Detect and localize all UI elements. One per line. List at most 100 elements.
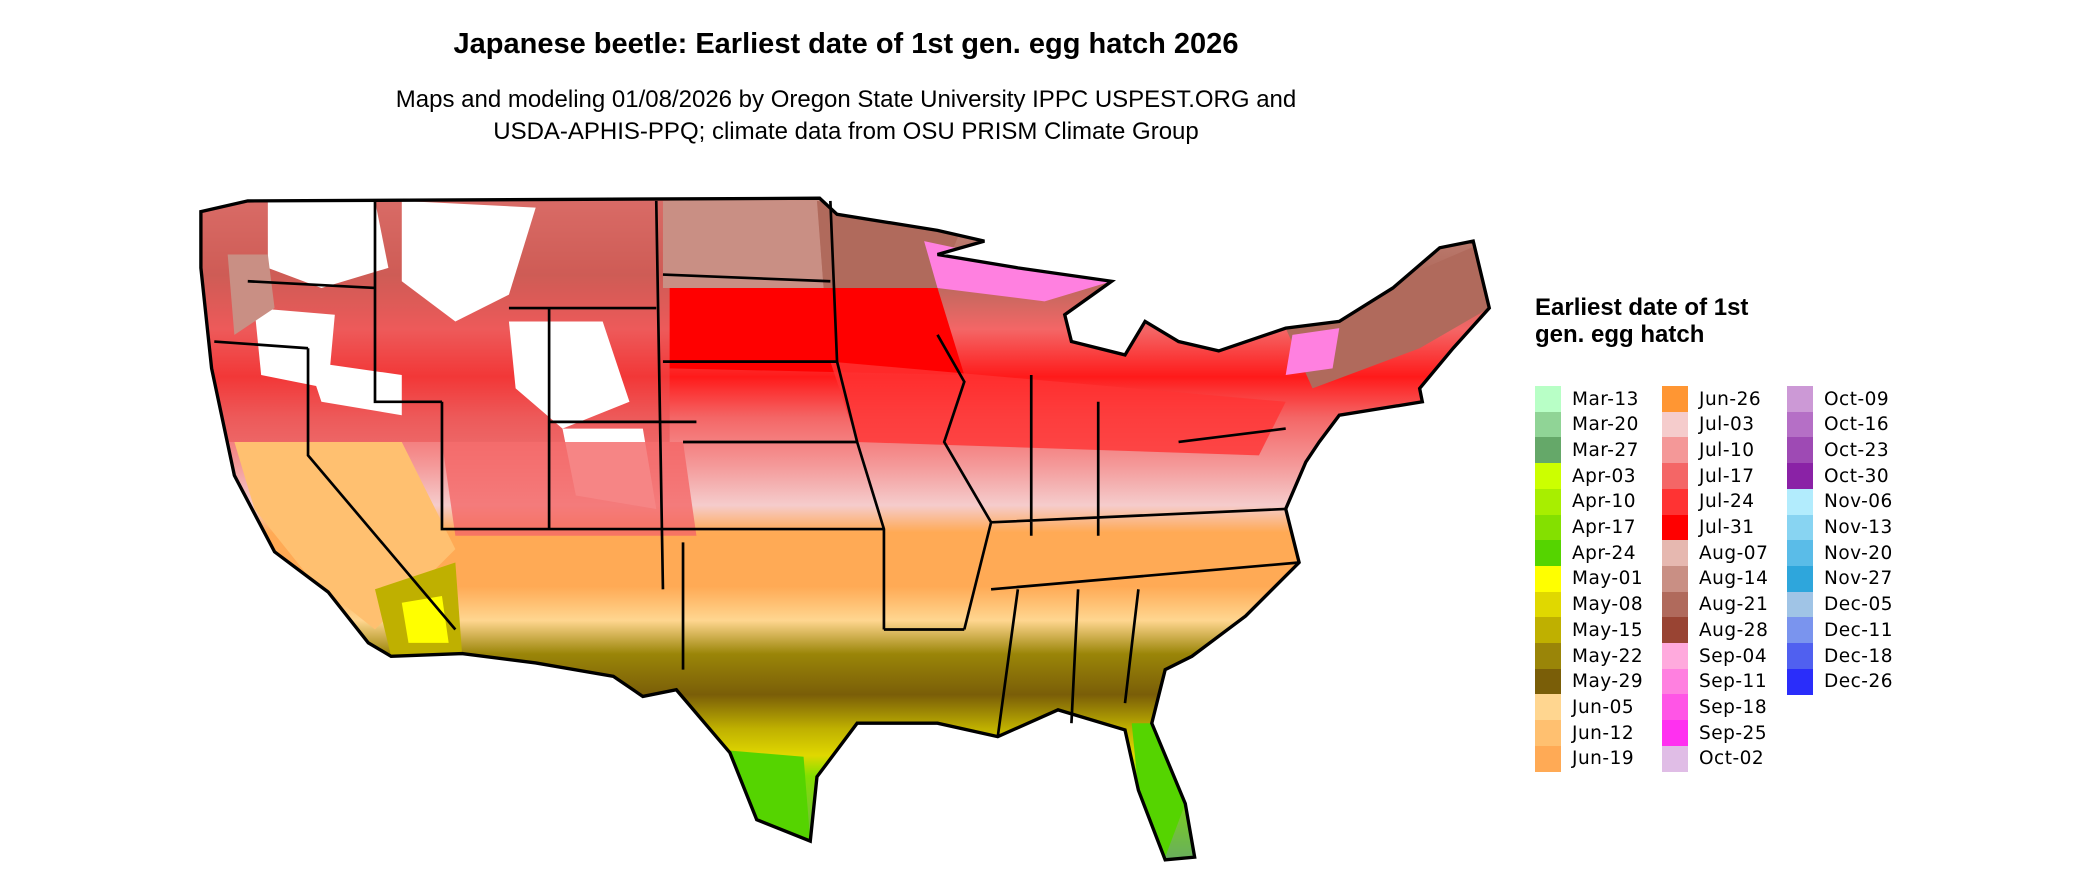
- legend-label: Mar-20: [1572, 414, 1639, 436]
- legend-label: Sep-25: [1699, 722, 1768, 744]
- state-borders: [214, 200, 1300, 737]
- legend-item: Mar-27: [1535, 437, 1639, 464]
- legend-swatch: [1662, 591, 1688, 618]
- legend-label: Jun-12: [1572, 722, 1635, 744]
- legend-item: Oct-09: [1787, 386, 1889, 412]
- legend-swatch: [1535, 720, 1561, 747]
- legend-swatch: [1662, 617, 1688, 644]
- legend-item: Nov-20: [1787, 540, 1893, 567]
- legend-swatch: [1662, 386, 1688, 412]
- legend-label: Jul-03: [1699, 414, 1755, 436]
- legend-item: May-01: [1535, 565, 1643, 592]
- legend-item: Jul-17: [1662, 463, 1755, 490]
- legend-label: Oct-09: [1824, 388, 1890, 410]
- legend-label: Oct-16: [1824, 414, 1890, 436]
- legend-label: Oct-30: [1824, 465, 1890, 487]
- legend-item: Sep-25: [1662, 720, 1768, 747]
- legend-swatch: [1787, 488, 1813, 515]
- legend-swatch: [1662, 643, 1688, 669]
- legend-item: May-29: [1535, 668, 1644, 695]
- legend-item: Dec-11: [1787, 617, 1893, 644]
- legend-item: May-08: [1535, 591, 1644, 618]
- legend-swatch: [1535, 617, 1561, 644]
- legend-swatch: [1535, 437, 1561, 464]
- legend-swatch: [1787, 463, 1813, 490]
- legend-swatch: [1787, 437, 1813, 464]
- legend-swatch: [1662, 463, 1688, 490]
- legend-item: Dec-05: [1787, 591, 1894, 618]
- legend-item: Nov-27: [1787, 565, 1893, 592]
- legend-swatch: [1787, 411, 1813, 438]
- legend-item: Sep-11: [1662, 668, 1768, 695]
- legend-label: Mar-13: [1572, 388, 1639, 410]
- legend-label: May-22: [1572, 645, 1644, 667]
- legend-label: Nov-20: [1824, 542, 1893, 564]
- legend-swatch: [1787, 514, 1813, 541]
- legend-label: Jul-17: [1699, 465, 1755, 487]
- legend-label: Apr-03: [1572, 465, 1637, 487]
- legend-item: Aug-21: [1662, 591, 1769, 618]
- legend-swatch: [1535, 411, 1561, 438]
- legend-swatch: [1787, 386, 1813, 412]
- legend-item: Dec-18: [1787, 643, 1893, 669]
- legend-label: Jul-24: [1699, 491, 1755, 513]
- legend-item: Jun-05: [1535, 694, 1635, 721]
- legend-item: May-15: [1535, 617, 1643, 644]
- legend-swatch: [1662, 720, 1688, 747]
- legend-label: Jun-26: [1699, 388, 1762, 410]
- legend-label: Aug-14: [1699, 568, 1769, 590]
- legend-swatch: [1535, 668, 1561, 695]
- legend-label: Nov-06: [1824, 491, 1893, 513]
- legend-label: Aug-07: [1699, 542, 1769, 564]
- legend-swatch: [1535, 386, 1561, 412]
- legend-swatch: [1662, 437, 1688, 464]
- legend-label: Dec-18: [1824, 645, 1894, 667]
- legend-item: Mar-13: [1535, 386, 1639, 412]
- legend-swatch: [1535, 643, 1561, 669]
- legend-item: Jun-12: [1535, 720, 1635, 747]
- legend-label: Jul-10: [1699, 439, 1755, 461]
- legend-swatch: [1662, 565, 1688, 592]
- legend-swatch: [1662, 668, 1688, 695]
- legend-label: Mar-27: [1572, 439, 1639, 461]
- legend-item: Aug-28: [1662, 617, 1769, 644]
- legend-swatch: [1787, 565, 1813, 592]
- legend-swatch: [1535, 540, 1561, 567]
- legend-label: Apr-17: [1572, 517, 1637, 538]
- legend-swatch: [1787, 617, 1813, 644]
- legend-label: Jun-19: [1572, 748, 1635, 770]
- legend-title: Earliest date of 1st gen. egg hatch: [1535, 294, 1749, 348]
- legend-item: Dec-26: [1787, 668, 1893, 695]
- legend-label: Sep-11: [1699, 671, 1768, 693]
- legend-label: May-08: [1572, 594, 1644, 616]
- legend-label: Oct-02: [1699, 748, 1765, 770]
- legend-label: Dec-05: [1824, 594, 1894, 616]
- legend-swatch: [1662, 488, 1688, 515]
- legend-item: Sep-04: [1662, 643, 1767, 669]
- legend-swatch: [1662, 540, 1688, 567]
- legend-label: Sep-04: [1699, 645, 1768, 667]
- legend-swatch: [1662, 745, 1688, 772]
- legend-swatch: [1535, 565, 1561, 592]
- legend-item: Jul-10: [1662, 437, 1755, 464]
- legend-item: Mar-20: [1535, 411, 1639, 438]
- legend-item: Oct-16: [1787, 411, 1890, 438]
- legend-item: Oct-30: [1787, 463, 1890, 490]
- legend-label: May-29: [1572, 671, 1644, 693]
- legend-label: Oct-23: [1824, 439, 1890, 461]
- legend-item: Sep-18: [1662, 694, 1767, 721]
- legend-item: Jun-26: [1662, 386, 1761, 412]
- legend-swatch: [1787, 540, 1813, 567]
- legend-item: May-22: [1535, 643, 1643, 669]
- legend-label: Aug-28: [1699, 619, 1769, 641]
- legend-swatch: [1787, 643, 1813, 669]
- legend-item: Jun-19: [1535, 745, 1635, 772]
- legend-label: Aug-21: [1699, 594, 1769, 616]
- legend-label: Jun-05: [1572, 696, 1635, 718]
- legend-item: Nov-13: [1787, 514, 1893, 541]
- legend-item: Aug-07: [1662, 540, 1769, 567]
- legend-item: Apr-17: [1535, 514, 1637, 541]
- legend-item: Aug-14: [1662, 565, 1769, 592]
- legend-swatch: [1787, 591, 1813, 618]
